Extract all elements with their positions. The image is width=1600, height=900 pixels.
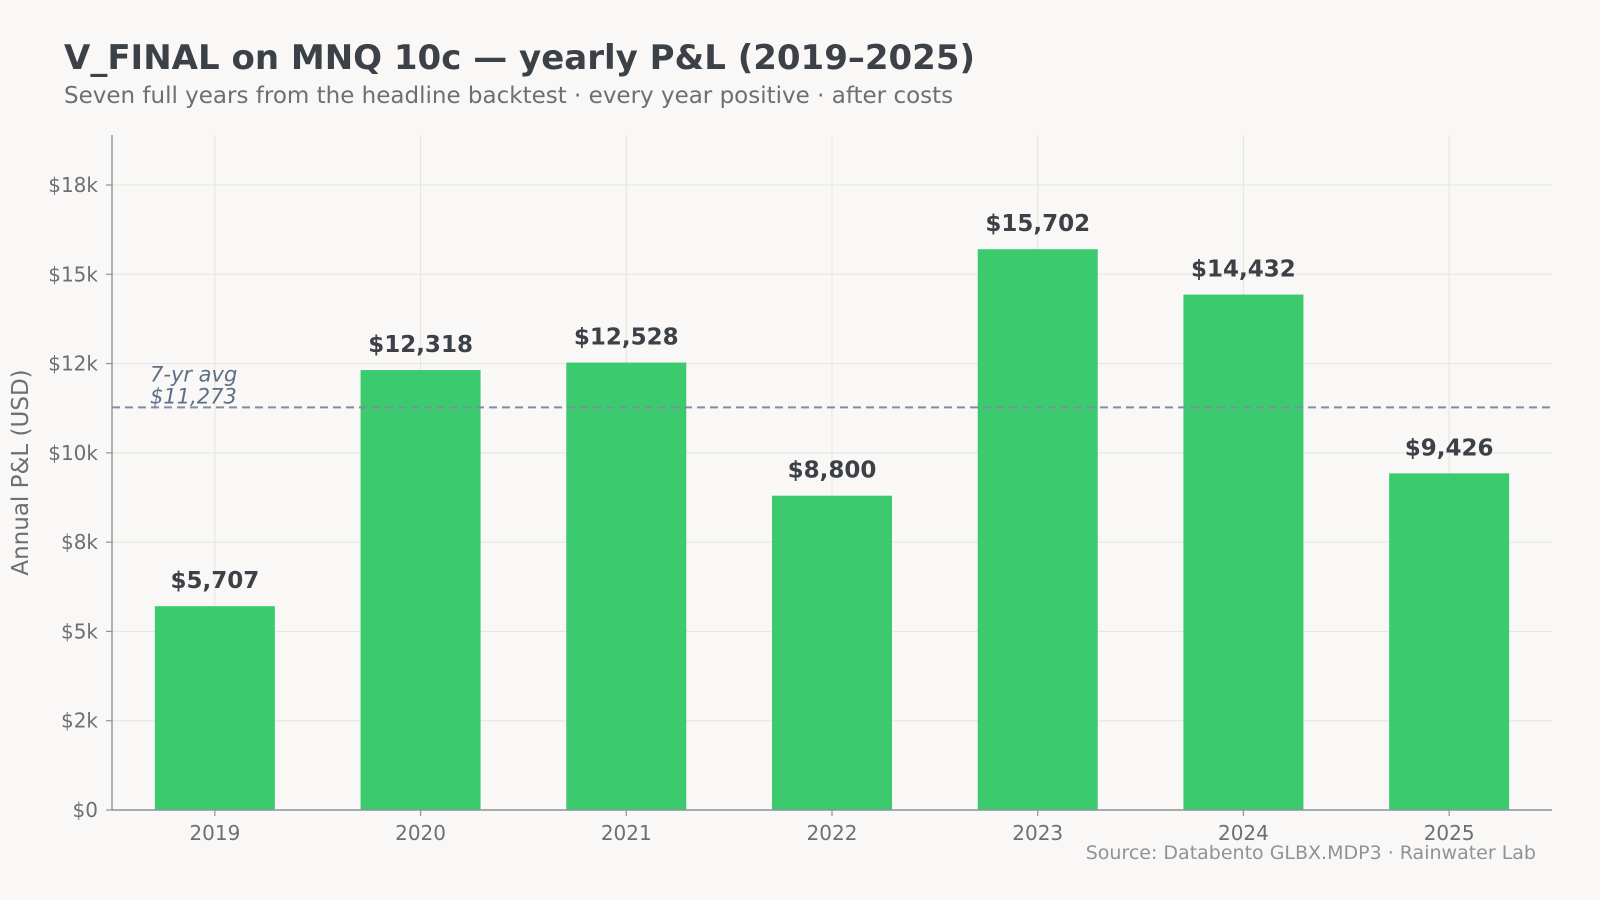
bar-2020	[360, 370, 481, 810]
bars	[154, 249, 1510, 811]
y-axis-title: Annual P&L (USD)	[8, 369, 34, 575]
average-line-group: 7-yr avg$11,273	[112, 362, 1552, 409]
x-tick-label: 2025	[1424, 821, 1475, 845]
y-tick-label: $0	[73, 798, 98, 822]
bar-value-labels: $5,707 $12,318 $12,528 $8,800 $15,702 $14,432…	[170, 211, 1493, 594]
bar-2021	[566, 362, 687, 810]
bar-2025	[1389, 473, 1510, 810]
y-tick-label: $2k	[61, 709, 98, 733]
y-tick-label: $12k	[48, 352, 98, 376]
axes: $0 $2k $5k $8k $10k $12k $15k $18k 2019 2020 2021 2…	[8, 135, 1552, 845]
x-tick-label: 2022	[807, 821, 858, 845]
bar-2022	[772, 495, 892, 810]
y-tick-label: $10k	[48, 441, 98, 465]
bar-value-label: $5,707	[170, 568, 259, 594]
x-tick-label: 2021	[601, 821, 652, 845]
bar-value-label: $15,702	[985, 211, 1090, 237]
average-label-value: $11,273	[150, 384, 237, 408]
x-tick-label: 2024	[1218, 821, 1269, 845]
x-tick-label: 2019	[189, 821, 240, 845]
bar-value-label: $8,800	[788, 458, 877, 484]
bar-value-label: $12,528	[574, 325, 679, 351]
bar-value-label: $12,318	[368, 332, 473, 358]
chart-subtitle: Seven full years from the headline backt…	[64, 83, 954, 109]
y-tick-label: $15k	[48, 262, 98, 286]
source-note: Source: Databento GLBX.MDP3 · Rainwater …	[1085, 842, 1536, 864]
x-tick-label: 2020	[395, 821, 446, 845]
y-tick-label: $18k	[48, 173, 98, 197]
average-label-title: 7-yr avg	[150, 362, 237, 386]
y-tick-label: $8k	[61, 530, 98, 554]
bar-value-label: $14,432	[1191, 257, 1296, 283]
bar-2019	[154, 606, 275, 810]
x-tick-label: 2023	[1012, 821, 1063, 845]
bar-2024	[1183, 294, 1304, 811]
y-tick-label: $5k	[61, 619, 98, 643]
chart-title: V_FINAL on MNQ 10c — yearly P&L (2019–20…	[64, 38, 976, 78]
bar-value-label: $9,426	[1405, 435, 1494, 461]
bar-2023	[977, 249, 1098, 810]
